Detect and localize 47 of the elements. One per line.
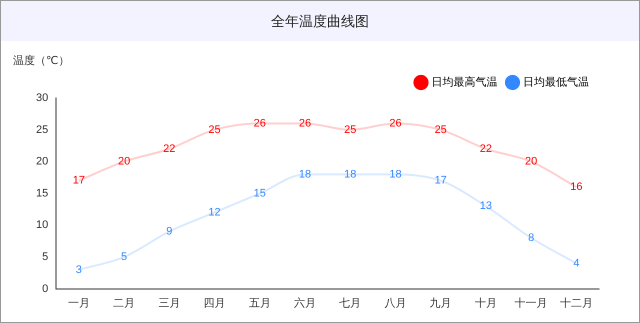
data-label: 8: [528, 232, 534, 244]
y-tick-label: 15: [36, 187, 48, 200]
data-label: 13: [480, 200, 492, 212]
data-label: 22: [480, 142, 492, 155]
x-tick-label: 六月: [294, 296, 316, 310]
data-label: 26: [389, 117, 402, 130]
data-label: 25: [344, 124, 356, 136]
x-tick-label: 五月: [248, 297, 271, 310]
data-label: 4: [573, 257, 580, 270]
x-tick-label: 三月: [158, 297, 180, 310]
x-tick-label: 八月: [384, 297, 406, 310]
data-label: 3: [76, 264, 82, 276]
data-label: 5: [121, 251, 128, 264]
x-tick-label: 四月: [204, 297, 226, 310]
y-tick-label: 20: [36, 156, 48, 168]
y-tick-label: 0: [42, 282, 48, 295]
x-tick-label: 十二月: [560, 296, 593, 310]
legend-label: 日均最低气温: [523, 76, 589, 89]
legend-label: 日均最高气温: [432, 76, 498, 89]
data-label: 26: [254, 117, 266, 130]
data-label: 16: [570, 181, 583, 194]
data-label: 15: [254, 187, 266, 200]
data-label: 25: [208, 124, 221, 136]
x-tick-label: 十月: [474, 296, 497, 310]
y-axis-title: 温度（℃）: [13, 54, 70, 68]
x-tick-label: 一月: [68, 297, 90, 310]
chart-title: 全年温度曲线图: [1, 1, 639, 41]
x-tick-label: 二月: [113, 297, 136, 310]
x-tick-label: 九月: [430, 296, 452, 310]
data-label: 20: [118, 156, 130, 168]
data-label: 26: [298, 117, 312, 130]
data-label: 17: [72, 174, 85, 187]
y-tick-label: 30: [36, 92, 48, 104]
data-label: 20: [525, 156, 538, 168]
data-label: 18: [344, 168, 356, 180]
y-tick-label: 10: [36, 219, 48, 232]
x-tick-label: 十一月: [514, 296, 548, 310]
x-tick-label: 七月: [339, 296, 362, 310]
data-label: 12: [208, 206, 221, 219]
data-label: 25: [434, 124, 447, 136]
data-label: 9: [166, 226, 172, 238]
data-label: 18: [389, 168, 402, 180]
y-tick-label: 5: [42, 251, 48, 264]
data-label: 17: [434, 174, 447, 187]
data-label: 22: [163, 142, 176, 155]
data-label: 18: [298, 168, 312, 180]
y-tick-label: 25: [36, 124, 48, 136]
